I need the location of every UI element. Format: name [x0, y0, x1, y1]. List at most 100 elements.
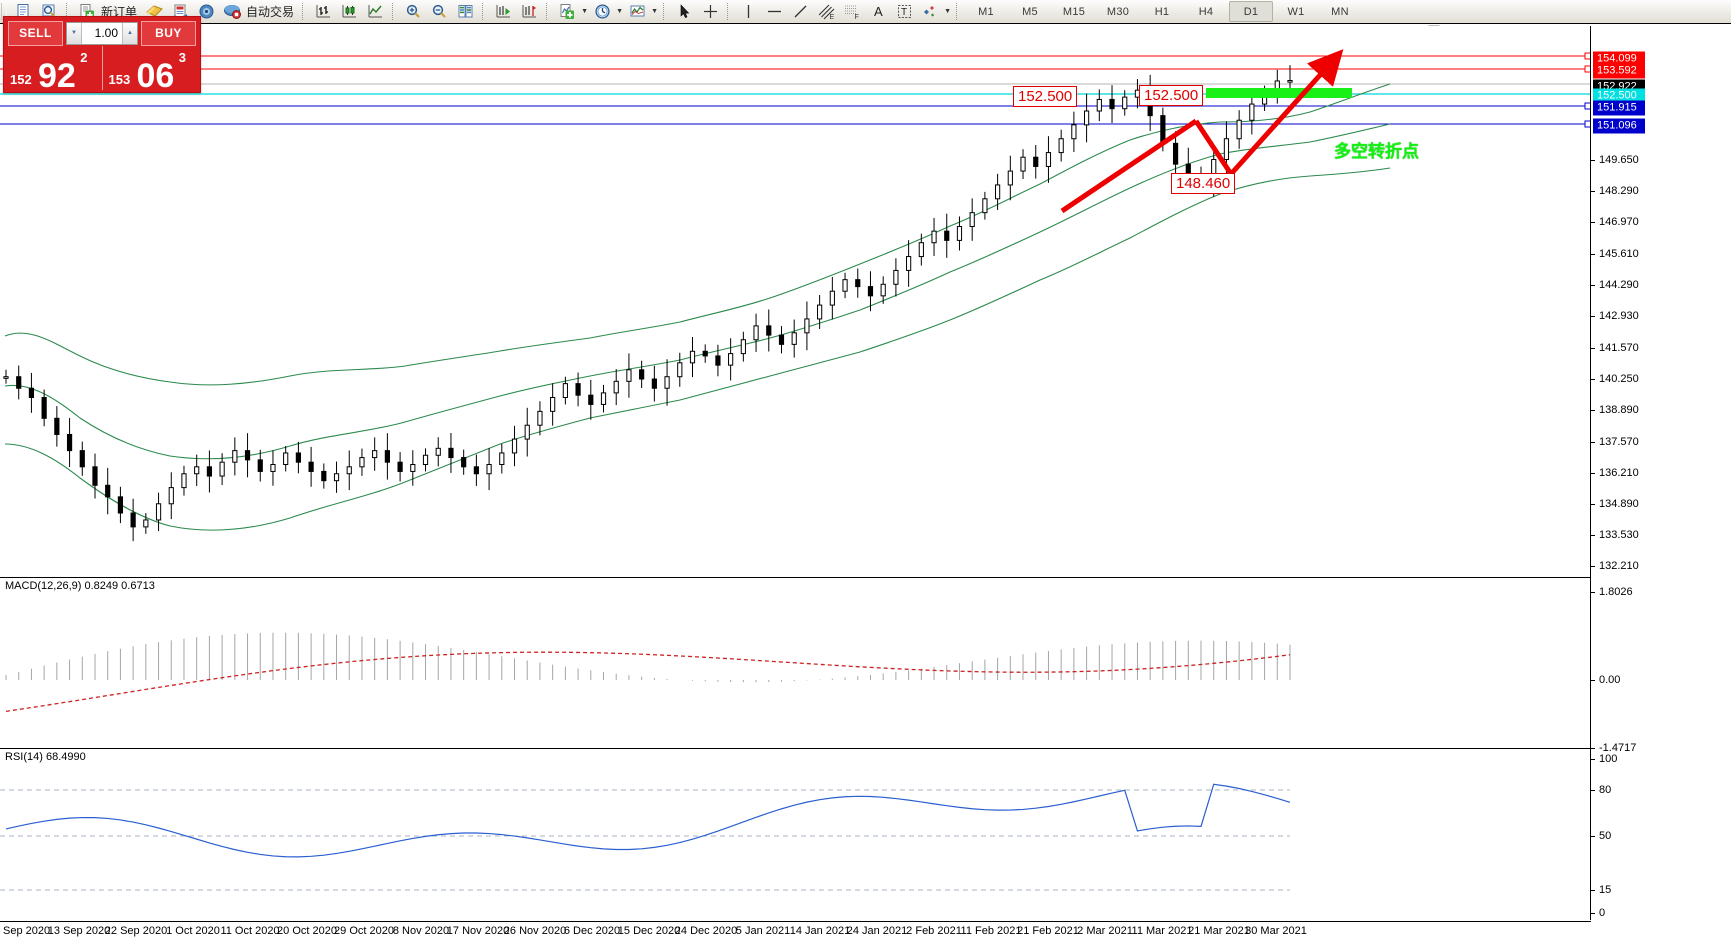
price-axis-tick: 134.890 — [1591, 498, 1639, 510]
svg-text:E: E — [829, 14, 834, 20]
buy-button[interactable]: BUY — [141, 20, 196, 46]
indicators-chevron-down-icon[interactable]: ▼ — [581, 8, 588, 15]
date-axis-tick: 20 Oct 2020 — [277, 925, 337, 937]
macd-panel[interactable]: MACD(12,26,9) 0.8249 0.6713 — [0, 580, 1591, 748]
timeframe-mn[interactable]: MN — [1331, 5, 1349, 18]
rsi-panel[interactable]: RSI(14) 68.4990 — [0, 751, 1591, 921]
period-icon[interactable] — [590, 1, 614, 22]
price-tag-151.915[interactable]: 151.915 — [1593, 100, 1645, 116]
text-label-icon[interactable]: T — [892, 1, 916, 22]
sell-button[interactable]: SELL — [8, 20, 63, 46]
text-icon[interactable]: A — [866, 1, 890, 22]
period-chevron-down-icon[interactable]: ▼ — [616, 8, 623, 15]
toolbar-separator — [66, 3, 70, 20]
price-tag-152.500[interactable]: 152.500 — [1593, 88, 1645, 104]
new-order-label[interactable]: 新订单 — [101, 5, 138, 19]
chart-area[interactable]: GBPJPY-,Daily 152.662 153.053 152.277 15… — [0, 23, 1731, 942]
timeframe-m1[interactable]: M1 — [978, 5, 994, 18]
price-axis-tick: 146.970 — [1591, 216, 1639, 228]
date-axis-tick: 30 Mar 2021 — [1245, 925, 1307, 937]
toolbar-separator-4 — [482, 3, 486, 20]
macd-label[interactable]: MACD(12,26,9) 0.8249 0.6713 — [5, 580, 155, 592]
toolbar-grip[interactable] — [1, 3, 7, 20]
annotation-note-chinese[interactable]: 多空转折点 — [1334, 142, 1419, 161]
timeframe-m30[interactable]: M30 — [1106, 5, 1130, 18]
crosshair-icon[interactable] — [698, 1, 722, 22]
vertical-line-icon[interactable] — [736, 1, 760, 22]
candlestick-chart-icon[interactable] — [337, 1, 361, 22]
toolbar-separator-3 — [392, 3, 396, 20]
buy-price[interactable]: 153 06 3 — [101, 46, 201, 90]
templates-icon[interactable] — [453, 1, 477, 22]
equidistant-channel-icon[interactable]: E — [814, 1, 838, 22]
indicators-icon[interactable] — [555, 1, 579, 22]
templates2-chevron-down-icon[interactable]: ▼ — [651, 8, 658, 15]
toolbar-separator-5 — [546, 3, 550, 20]
date-axis-tick: 21 Feb 2021 — [1017, 925, 1079, 937]
price-tag-154.099[interactable]: 154.099 — [1593, 51, 1645, 67]
price-axis[interactable]: 154.099 153.592 152.922 152.500 151.915 151.0… — [1590, 26, 1731, 920]
zoom-out-icon[interactable] — [427, 1, 451, 22]
price-tag-151.096[interactable]: 151.096 — [1593, 118, 1645, 134]
annotation-support[interactable]: 148.460 — [1171, 173, 1236, 195]
shapes-chevron-down-icon[interactable]: ▼ — [944, 8, 951, 15]
sell-price[interactable]: 152 92 2 — [4, 46, 102, 90]
volume-decrement-icon[interactable]: ▼ — [67, 22, 82, 44]
toolbar-separator-8 — [956, 3, 960, 20]
shapes-icon[interactable] — [918, 1, 942, 22]
macd-axis-tick: 1.8026 — [1591, 586, 1633, 598]
bar-chart-icon[interactable] — [311, 1, 335, 22]
cursor-icon[interactable] — [672, 1, 696, 22]
date-axis-tick: 14 Jan 2021 — [789, 925, 851, 937]
fibonacci-icon[interactable]: F — [840, 1, 864, 22]
expert-advisors-icon[interactable] — [142, 1, 166, 22]
one-click-trading-panel[interactable]: SELL ▼ 1.00 ▲ BUY 152 92 2 153 06 3 — [3, 16, 201, 93]
timeframe-m5[interactable]: M5 — [1022, 5, 1038, 18]
sell-price-fraction: 2 — [80, 50, 88, 65]
timeframe-d1[interactable]: D1 — [1229, 1, 1274, 22]
date-axis-tick: 2 Mar 2021 — [1077, 925, 1133, 937]
price-tag-153.592[interactable]: 153.592 — [1593, 63, 1645, 79]
timeframe-h1[interactable]: H1 — [1154, 5, 1170, 18]
date-axis-tick: 29 Oct 2020 — [334, 925, 394, 937]
line-chart-icon[interactable] — [363, 1, 387, 22]
buy-price-main: 06 — [136, 57, 175, 90]
annotation-resistance-left[interactable]: 152.500 — [1013, 86, 1078, 108]
zoom-in-icon[interactable] — [401, 1, 425, 22]
volume-increment-icon[interactable]: ▲ — [122, 22, 137, 44]
navigator-icon[interactable] — [194, 1, 218, 22]
volume-value[interactable]: 1.00 — [94, 26, 118, 40]
toolbar-separator-6 — [663, 3, 667, 20]
date-axis-tick: 6 Dec 2020 — [563, 925, 621, 937]
templates2-icon[interactable] — [625, 1, 649, 22]
timeframe-m15[interactable]: M15 — [1062, 5, 1086, 18]
macd-axis-tick: 0.00 — [1591, 674, 1620, 686]
auto-scroll-icon[interactable] — [491, 1, 515, 22]
toolbar-separator-7 — [727, 3, 731, 20]
annotation-resistance-right[interactable]: 152.500 — [1139, 85, 1204, 107]
trendline-icon[interactable] — [788, 1, 812, 22]
macd-axis-tick: -1.4717 — [1591, 742, 1636, 754]
buy-price-fraction: 3 — [178, 50, 186, 65]
buy-price-prefix: 153 — [108, 72, 131, 87]
date-axis-tick: 11 Oct 2020 — [220, 925, 280, 937]
green-highlight-band — [1206, 88, 1352, 98]
chart-shift-icon[interactable] — [517, 1, 541, 22]
volume-stepper[interactable]: ▼ 1.00 ▲ — [66, 21, 138, 45]
one-click-top-row: SELL ▼ 1.00 ▲ BUY — [4, 17, 200, 46]
rsi-label[interactable]: RSI(14) 68.4990 — [5, 751, 86, 763]
horizontal-line-icon[interactable] — [762, 1, 786, 22]
date-axis-tick: 8 Nov 2020 — [392, 925, 450, 937]
date-axis-tick: 11 Mar 2021 — [1131, 925, 1193, 937]
toolbar-separator-2 — [302, 3, 306, 20]
autotrading-icon[interactable] — [220, 1, 244, 22]
timeframe-h4[interactable]: H4 — [1198, 5, 1214, 18]
timeframe-w1[interactable]: W1 — [1287, 5, 1305, 18]
sell-price-prefix: 152 — [10, 72, 32, 87]
autotrading-label[interactable]: 自动交易 — [246, 5, 295, 19]
date-axis-tick: 24 Dec 2020 — [674, 925, 738, 937]
price-axis-tick: 137.570 — [1591, 436, 1639, 448]
price-panel[interactable]: 152.500 152.500 148.460 多空转折点 — [0, 26, 1591, 577]
svg-text:F: F — [854, 14, 858, 20]
